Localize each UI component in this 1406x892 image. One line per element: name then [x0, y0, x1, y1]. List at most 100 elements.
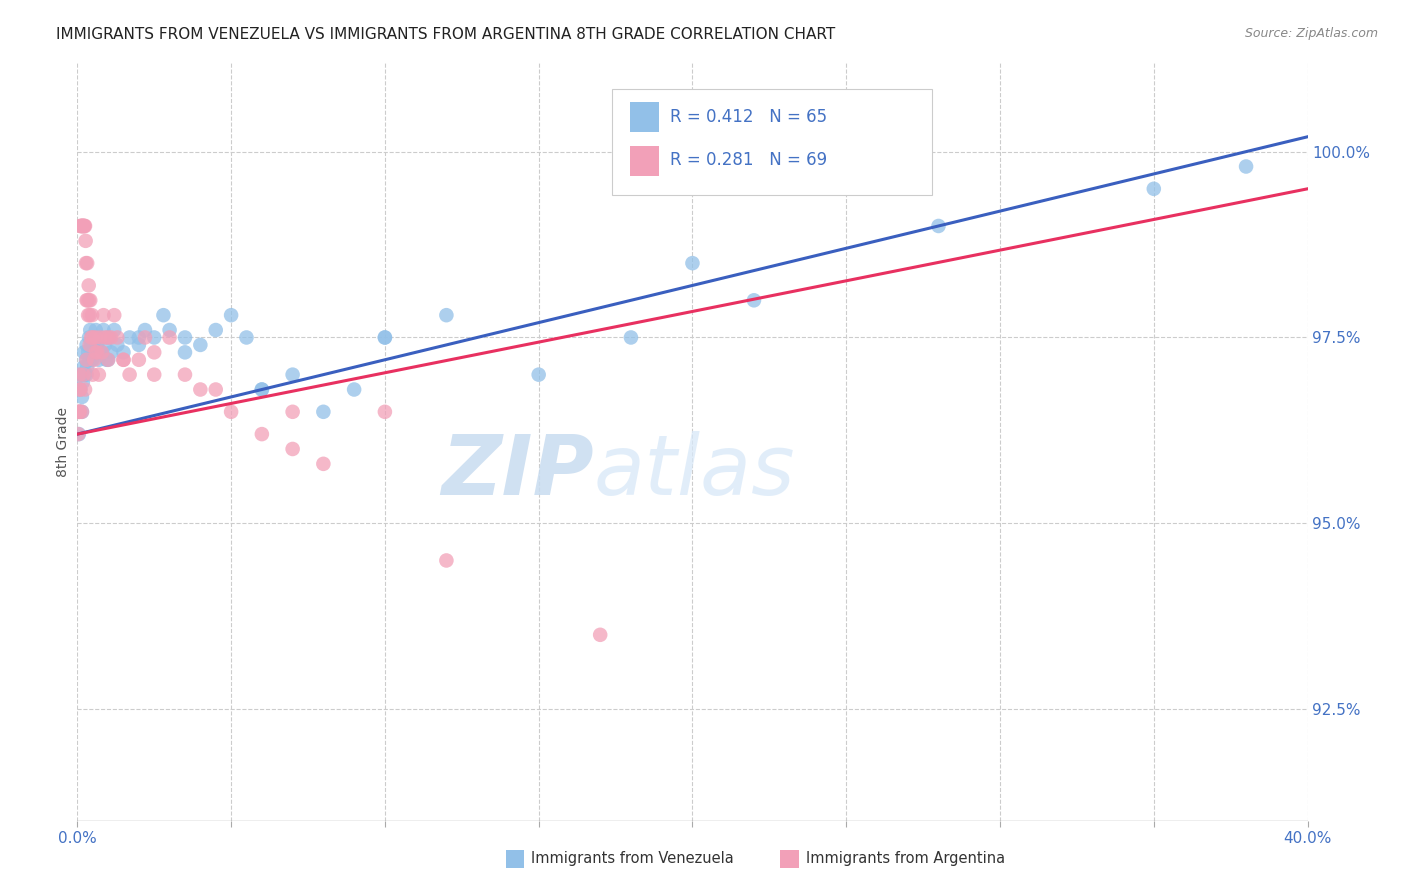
Point [86, 345, 108, 359]
Point [73, 219, 96, 233]
Point [69, 383, 91, 397]
Point [77, 278, 100, 293]
Point [72, 219, 94, 233]
Point [128, 352, 150, 367]
Point [76, 352, 98, 367]
Point [134, 330, 156, 344]
Point [312, 457, 335, 471]
Point [79, 293, 101, 308]
Point [204, 323, 226, 337]
Point [87, 368, 110, 382]
Point [94, 338, 117, 352]
Point [374, 330, 396, 344]
Point [76, 256, 98, 270]
Point [69, 405, 91, 419]
Point [143, 330, 166, 344]
Point [928, 219, 950, 233]
Text: Source: ZipAtlas.com: Source: ZipAtlas.com [1244, 27, 1378, 40]
Point [77, 330, 100, 344]
Point [67, 405, 90, 419]
Point [83, 345, 105, 359]
Point [159, 323, 181, 337]
Point [82, 368, 104, 382]
Point [94, 330, 117, 344]
Point [620, 330, 643, 344]
Point [235, 330, 257, 344]
Point [742, 293, 765, 308]
Y-axis label: 8th Grade: 8th Grade [56, 407, 70, 476]
Point [118, 368, 141, 382]
Point [84, 323, 107, 337]
Point [82, 330, 104, 344]
Point [77, 293, 100, 308]
Text: Immigrants from Venezuela: Immigrants from Venezuela [531, 852, 734, 866]
Point [76, 360, 98, 375]
Point [83, 352, 105, 367]
Point [143, 345, 166, 359]
Point [69, 383, 91, 397]
Point [159, 330, 181, 344]
Point [105, 330, 128, 344]
Point [112, 352, 135, 367]
Point [143, 368, 166, 382]
Point [72, 360, 94, 375]
Point [96, 352, 118, 367]
Point [105, 338, 128, 352]
Point [250, 427, 273, 442]
Point [219, 405, 242, 419]
Point [72, 219, 94, 233]
Point [73, 219, 96, 233]
Point [84, 345, 107, 359]
Point [76, 338, 98, 352]
Point [75, 256, 97, 270]
Point [79, 308, 101, 322]
Point [343, 383, 366, 397]
Point [84, 330, 107, 344]
Point [69, 405, 91, 419]
Point [374, 405, 396, 419]
Point [174, 330, 197, 344]
Point [70, 219, 93, 233]
Point [97, 352, 120, 367]
Point [219, 308, 242, 322]
FancyBboxPatch shape [630, 103, 659, 133]
Point [70, 405, 93, 419]
Point [312, 405, 335, 419]
Point [73, 219, 96, 233]
Point [97, 352, 120, 367]
Point [77, 345, 100, 359]
Text: ZIP: ZIP [441, 432, 595, 512]
Point [72, 368, 94, 382]
Point [80, 330, 103, 344]
Point [250, 383, 273, 397]
Point [527, 368, 550, 382]
Point [112, 345, 135, 359]
Point [174, 345, 197, 359]
Point [67, 427, 90, 442]
Point [281, 405, 304, 419]
Text: IMMIGRANTS FROM VENEZUELA VS IMMIGRANTS FROM ARGENTINA 8TH GRADE CORRELATION CHA: IMMIGRANTS FROM VENEZUELA VS IMMIGRANTS … [56, 27, 835, 42]
Point [75, 352, 97, 367]
Point [69, 383, 91, 397]
Point [103, 308, 125, 322]
Point [73, 383, 96, 397]
Point [77, 308, 100, 322]
Point [82, 330, 104, 344]
Point [128, 338, 150, 352]
Point [100, 345, 122, 359]
Point [76, 293, 98, 308]
Point [1234, 160, 1257, 174]
Point [112, 352, 135, 367]
Point [250, 383, 273, 397]
Point [80, 338, 103, 352]
Point [128, 330, 150, 344]
Point [70, 390, 93, 404]
Point [72, 219, 94, 233]
Point [100, 330, 122, 344]
Point [76, 293, 98, 308]
FancyBboxPatch shape [613, 89, 932, 195]
Point [374, 330, 396, 344]
Point [70, 219, 93, 233]
Point [75, 234, 97, 248]
Text: R = 0.281   N = 69: R = 0.281 N = 69 [671, 151, 828, 169]
